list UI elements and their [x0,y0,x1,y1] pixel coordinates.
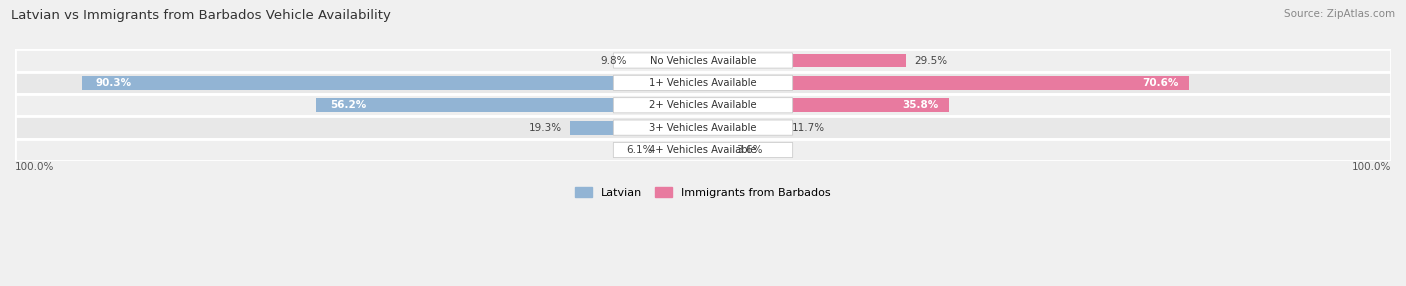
Text: 56.2%: 56.2% [330,100,367,110]
Bar [703,76,1188,90]
Bar [15,49,1391,72]
Text: 35.8%: 35.8% [903,100,939,110]
Bar [703,53,905,67]
Text: 3.6%: 3.6% [735,145,762,155]
Text: 9.8%: 9.8% [600,55,627,65]
Bar [15,116,1391,139]
FancyBboxPatch shape [613,98,793,113]
Bar [15,72,1391,94]
Text: 6.1%: 6.1% [626,145,652,155]
Text: No Vehicles Available: No Vehicles Available [650,55,756,65]
Text: 2+ Vehicles Available: 2+ Vehicles Available [650,100,756,110]
Bar [703,143,728,157]
Legend: Latvian, Immigrants from Barbados: Latvian, Immigrants from Barbados [571,183,835,202]
Text: 4+ Vehicles Available: 4+ Vehicles Available [650,145,756,155]
Text: 11.7%: 11.7% [792,123,825,133]
Bar [316,98,703,112]
Text: Latvian vs Immigrants from Barbados Vehicle Availability: Latvian vs Immigrants from Barbados Vehi… [11,9,391,21]
Bar [571,121,703,134]
Bar [82,76,703,90]
Bar [15,139,1391,161]
Text: Source: ZipAtlas.com: Source: ZipAtlas.com [1284,9,1395,19]
Text: 100.0%: 100.0% [15,162,55,172]
FancyBboxPatch shape [613,53,793,68]
Bar [703,121,783,134]
Bar [703,98,949,112]
FancyBboxPatch shape [613,75,793,90]
Text: 1+ Vehicles Available: 1+ Vehicles Available [650,78,756,88]
Text: 19.3%: 19.3% [529,123,562,133]
FancyBboxPatch shape [613,120,793,135]
Text: 70.6%: 70.6% [1142,78,1178,88]
Text: 100.0%: 100.0% [1351,162,1391,172]
Bar [15,94,1391,116]
Bar [661,143,703,157]
Text: 90.3%: 90.3% [96,78,132,88]
Bar [636,53,703,67]
FancyBboxPatch shape [613,142,793,158]
Text: 29.5%: 29.5% [914,55,948,65]
Text: 3+ Vehicles Available: 3+ Vehicles Available [650,123,756,133]
